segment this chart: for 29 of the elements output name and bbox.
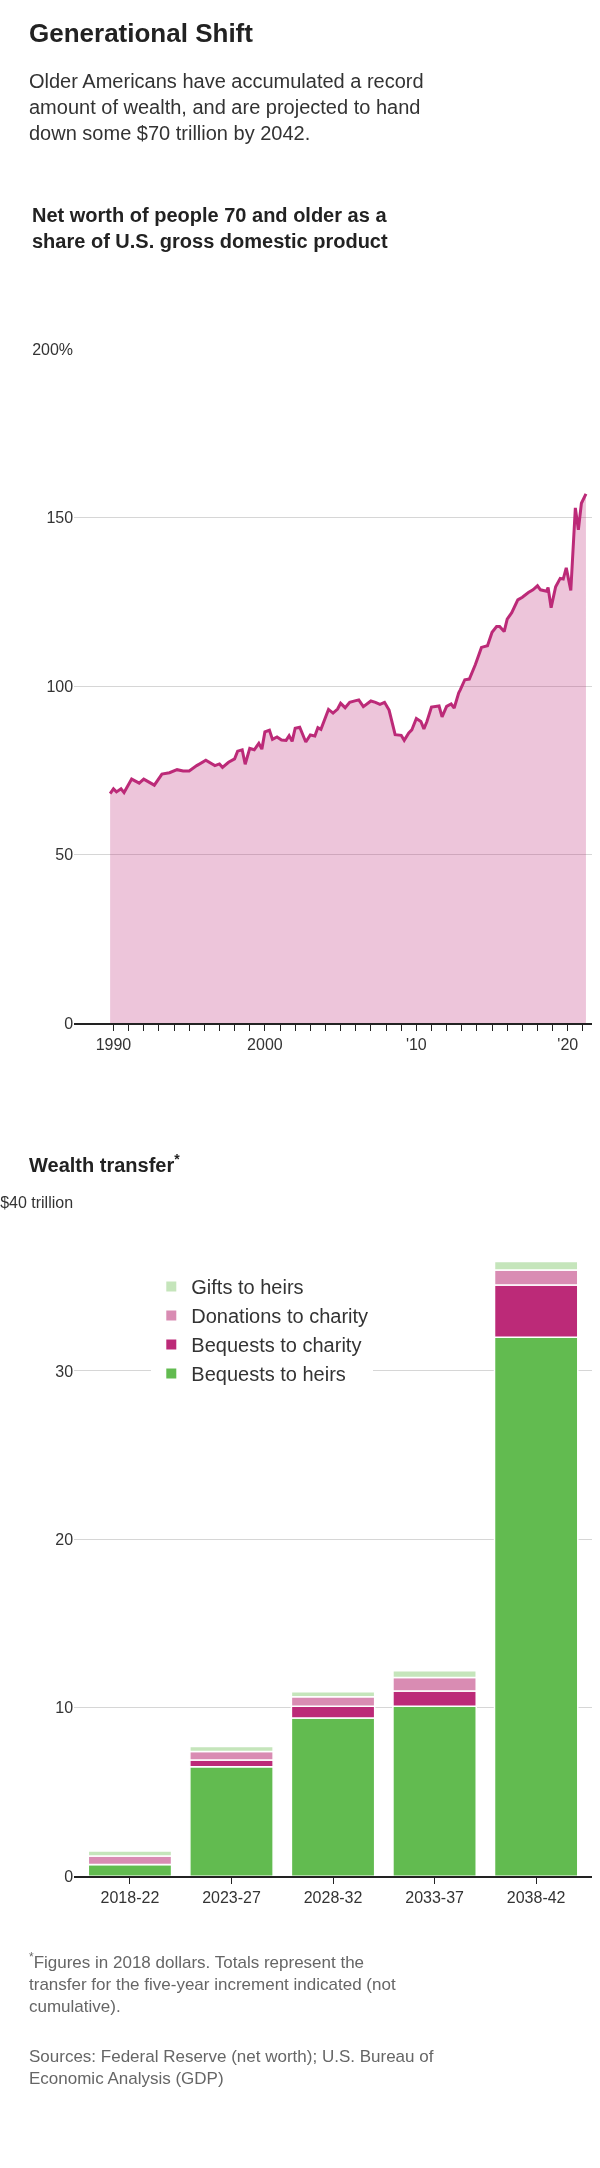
legend-label: Gifts to heirs	[191, 1276, 304, 1299]
x-tick-label: 2033-37	[405, 1889, 465, 1907]
x-tick-label: '20	[557, 1036, 579, 1054]
legend-label: Donations to charity	[191, 1305, 369, 1328]
y-axis-title: Net worth of people 70 and older as a share of U.S. gross domestic product	[32, 204, 388, 252]
x-tick-label: 2000	[247, 1036, 283, 1054]
x-tick-label: 1990	[95, 1036, 132, 1054]
legend-label: Bequests to heirs	[191, 1363, 346, 1386]
y-tick-label: 50	[55, 846, 74, 864]
chart-title: Generational Shift	[29, 18, 254, 48]
source-note: Sources: Federal Reserve (net worth); U.S. Bureau of Economic Analysis (GDP)	[29, 2047, 434, 2089]
legend-label: Bequests to charity	[191, 1334, 362, 1357]
x-tick-label: 2038-42	[506, 1889, 566, 1907]
y-tick-label: 200%	[32, 340, 74, 358]
y-tick-label: 100	[46, 677, 74, 695]
y-tick-label: 0	[64, 1867, 74, 1885]
x-tick-label: '10	[405, 1036, 427, 1054]
y-tick-label: 30	[55, 1362, 74, 1380]
y-tick-label: 150	[46, 509, 74, 527]
y-tick-label: 20	[55, 1531, 74, 1548]
chart-title: Wealth transfer$^{*}$	[29, 1151, 181, 1177]
x-tick-label: 2018-22	[100, 1889, 160, 1907]
x-tick-label: 2023-27	[202, 1889, 261, 1907]
x-tick-label: 2028-32	[303, 1889, 363, 1907]
y-tick-label: 0	[64, 1014, 74, 1032]
text: $^{*}$Figures in 2018 dollars. Totals represent the transfer for the five-year increment indicated (not cumulative).	[29, 1950, 396, 2017]
y-tick-label: 10	[55, 1699, 74, 1717]
y-tick-label: $40 trillion	[0, 1194, 74, 1212]
chart-subtitle: Older Americans have accumulated a record amount of wealth, and are projected to hand down some $70 trillion by 2042.	[29, 70, 424, 144]
